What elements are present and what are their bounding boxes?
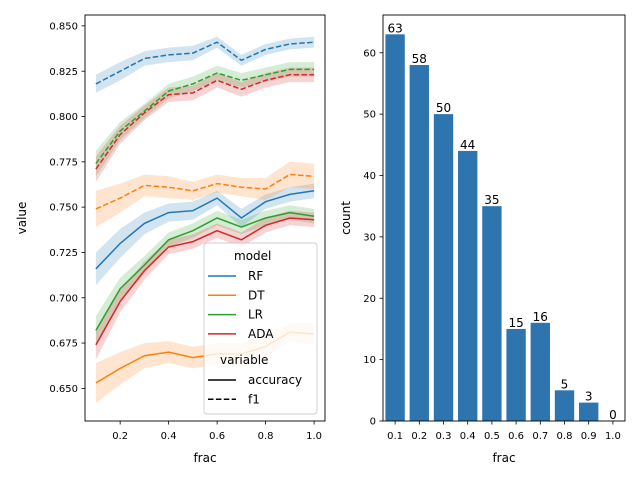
legend-models: RF DT LR ADA bbox=[208, 269, 274, 341]
bar-0.6 bbox=[506, 328, 526, 421]
band-rf-f1 bbox=[95, 36, 315, 93]
y-tick-label: 60 bbox=[363, 48, 376, 59]
x-axis-ticks: 0.2 0.4 0.6 0.8 1.0 bbox=[112, 421, 322, 442]
x-tick-label: 0.7 bbox=[532, 431, 548, 442]
bar-0.3 bbox=[433, 114, 454, 422]
x-tick-label: 1.0 bbox=[306, 431, 322, 442]
y-tick-label: 10 bbox=[363, 355, 376, 366]
line-lr-f1 bbox=[95, 68, 315, 165]
legend-label-accuracy: accuracy bbox=[248, 373, 302, 387]
y-tick-label: 0.775 bbox=[49, 157, 78, 168]
line-chart-frame bbox=[84, 14, 326, 422]
x-tick-label: 0.8 bbox=[557, 431, 573, 442]
x-axis-ticks: 0.1 0.2 0.3 0.4 0.5 0.6 0.7 0.8 0.9 1.0 bbox=[387, 421, 621, 442]
line-chart: 0.2 0.4 0.6 0.8 1.0 0.650 0.675 0.700 0.725 0.75… bbox=[15, 14, 326, 465]
line-rf-accuracy bbox=[95, 190, 315, 270]
bars bbox=[385, 34, 599, 422]
y-tick-label: 0.750 bbox=[49, 203, 78, 214]
bar-0.9 bbox=[579, 402, 599, 421]
legend-label-rf: RF bbox=[248, 269, 263, 283]
x-tick-label: 0.8 bbox=[258, 431, 274, 442]
x-tick-label: 1.0 bbox=[605, 431, 621, 442]
bar-value-labels: 63 58 50 44 35 15 16 5 3 0 bbox=[387, 21, 616, 422]
legend-variables: accuracy f1 bbox=[208, 373, 302, 406]
bar-chart-xlabel: frac bbox=[492, 451, 515, 465]
x-tick-label: 0.5 bbox=[484, 431, 500, 442]
x-tick-label: 0.6 bbox=[209, 431, 225, 442]
y-tick-label: 0.825 bbox=[49, 67, 78, 78]
legend-variable-title: variable bbox=[220, 353, 268, 367]
band-ada-f1 bbox=[95, 67, 315, 182]
line-dt-f1 bbox=[95, 173, 315, 210]
band-rf-accuracy bbox=[95, 183, 315, 286]
y-tick-label: 0 bbox=[370, 417, 376, 428]
bar-value-label: 3 bbox=[585, 390, 593, 404]
legend-model-title: model bbox=[234, 249, 271, 263]
x-tick-label: 0.3 bbox=[436, 431, 452, 442]
y-tick-label: 0.800 bbox=[49, 112, 78, 123]
y-axis-ticks: 0.650 0.675 0.700 0.725 0.750 0.775 0.800 0.825… bbox=[49, 21, 85, 395]
x-tick-label: 0.2 bbox=[411, 431, 427, 442]
line-chart-ylabel: value bbox=[15, 202, 29, 235]
legend: model RF DT LR ADA variable accuracy f1 bbox=[203, 242, 318, 415]
line-rf-f1 bbox=[95, 41, 315, 85]
legend-box bbox=[203, 242, 318, 415]
bar-0.8 bbox=[554, 390, 575, 421]
bar-0.7 bbox=[530, 322, 550, 421]
bar-value-label: 35 bbox=[484, 193, 499, 207]
band-lr-f1 bbox=[95, 62, 315, 177]
bar-value-label: 50 bbox=[436, 101, 451, 115]
y-tick-label: 40 bbox=[363, 171, 376, 182]
x-tick-label: 0.4 bbox=[161, 431, 177, 442]
band-ada-accuracy bbox=[95, 210, 315, 360]
line-chart-xlabel: frac bbox=[193, 451, 216, 465]
band-dt-f1 bbox=[95, 161, 315, 228]
x-tick-label: 0.4 bbox=[460, 431, 476, 442]
band-lr-accuracy bbox=[95, 205, 315, 345]
line-lr-accuracy bbox=[95, 211, 315, 331]
bar-0.5 bbox=[482, 206, 502, 421]
y-tick-label: 0.850 bbox=[49, 21, 78, 32]
bar-value-label: 63 bbox=[387, 21, 402, 35]
x-tick-label: 0.2 bbox=[112, 431, 128, 442]
legend-label-dt: DT bbox=[248, 288, 265, 302]
legend-label-f1: f1 bbox=[248, 392, 260, 406]
series-lines bbox=[95, 41, 315, 384]
line-ada-accuracy bbox=[95, 217, 315, 346]
y-tick-label: 0.725 bbox=[49, 248, 78, 259]
bar-value-label: 15 bbox=[508, 316, 523, 330]
bar-value-label: 16 bbox=[533, 310, 548, 324]
y-tick-label: 30 bbox=[363, 232, 376, 243]
y-axis-ticks: 0 10 20 30 40 50 60 bbox=[363, 48, 383, 428]
bar-chart-frame bbox=[382, 14, 626, 422]
y-tick-label: 20 bbox=[363, 294, 376, 305]
y-tick-label: 50 bbox=[363, 110, 376, 121]
bar-0.1 bbox=[385, 34, 405, 421]
y-tick-label: 0.675 bbox=[49, 339, 78, 350]
bar-value-label: 44 bbox=[460, 138, 475, 152]
x-tick-label: 0.1 bbox=[387, 431, 403, 442]
x-tick-label: 0.6 bbox=[508, 431, 524, 442]
legend-label-ada: ADA bbox=[248, 327, 274, 341]
bar-value-label: 58 bbox=[412, 52, 427, 66]
bar-0.4 bbox=[458, 150, 478, 421]
bar-0.2 bbox=[409, 65, 429, 422]
y-tick-label: 0.700 bbox=[49, 293, 78, 304]
bar-value-label: 0 bbox=[609, 408, 617, 422]
bar-value-label: 5 bbox=[561, 377, 569, 391]
line-ada-f1 bbox=[95, 74, 315, 170]
bar-chart-ylabel: count bbox=[339, 201, 353, 235]
legend-label-lr: LR bbox=[248, 308, 263, 322]
x-tick-label: 0.9 bbox=[581, 431, 597, 442]
y-tick-label: 0.650 bbox=[49, 384, 78, 395]
